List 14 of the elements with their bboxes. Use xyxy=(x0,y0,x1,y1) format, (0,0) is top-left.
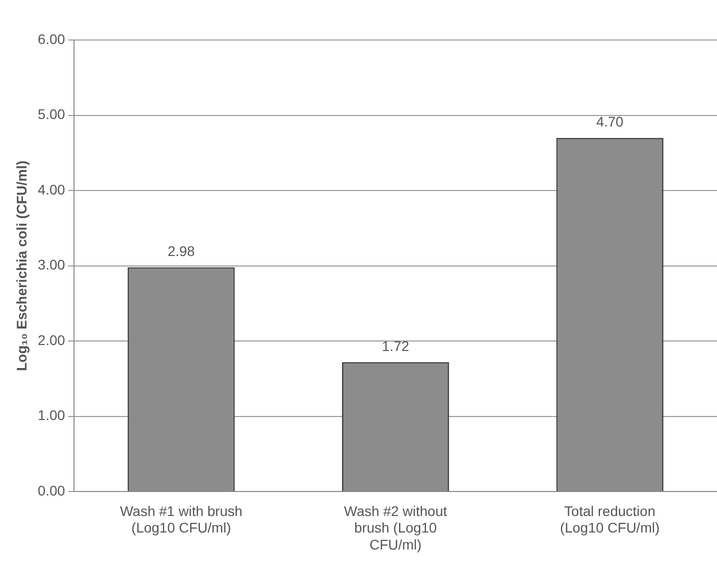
y-axis-title: Log₁₀ Escherichia coli (CFU/ml) xyxy=(13,160,30,372)
x-tick-label: Total reduction (Log10 CFU/ml) xyxy=(560,502,660,536)
x-tick-label: Wash #1 with brush (Log10 CFU/ml) xyxy=(120,502,242,536)
data-label: 1.72 xyxy=(382,338,410,354)
y-tick-label: 4.00 xyxy=(38,181,66,198)
y-tick-label: 2.00 xyxy=(38,332,66,348)
y-tick-label: 0.00 xyxy=(38,482,66,498)
x-tick-label: Wash #2 without brush (Log10 CFU/ml) xyxy=(344,502,448,552)
y-tick-label: 6.00 xyxy=(38,30,66,47)
y-tick-label: 1.00 xyxy=(38,407,66,424)
data-label: 4.70 xyxy=(596,114,624,130)
y-tick-label: 3.00 xyxy=(38,256,66,273)
data-label: 2.98 xyxy=(168,243,196,260)
y-tick-label: 5.00 xyxy=(38,106,66,122)
